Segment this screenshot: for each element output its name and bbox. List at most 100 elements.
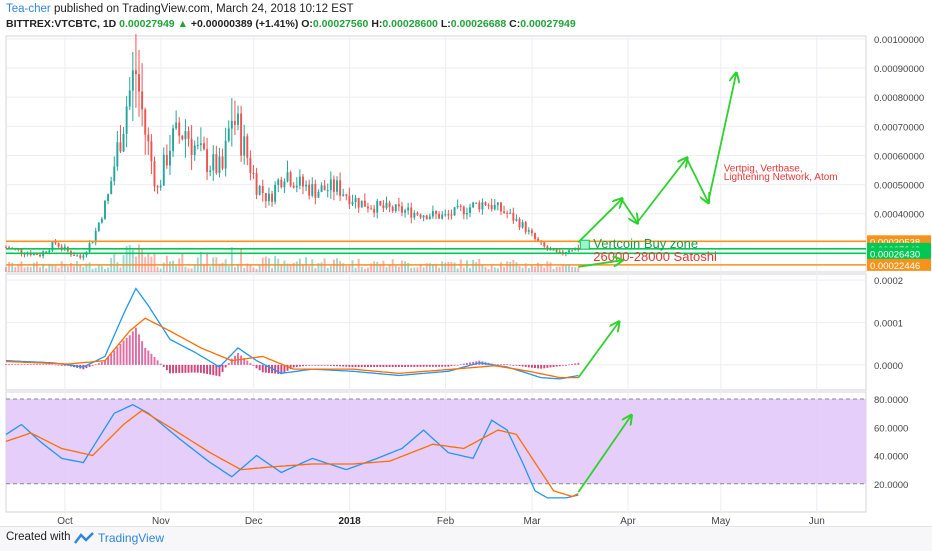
macd-hist-bar (444, 364, 447, 367)
candle-body (450, 214, 453, 216)
volume-bar (496, 268, 499, 272)
volume-bar (165, 255, 168, 272)
candle-body (153, 161, 156, 187)
volume-bar (252, 267, 255, 272)
volume-bar (153, 253, 156, 272)
volume-bar (462, 267, 465, 272)
volume-bar (568, 264, 570, 272)
close-value: 0.00027949 (520, 18, 576, 30)
candle-body (509, 212, 512, 214)
macd-hist-bar (227, 362, 230, 365)
macd-hist-bar (521, 364, 524, 367)
macd-hist-bar (518, 364, 521, 367)
volume-bar (376, 261, 379, 272)
candle-body (404, 210, 407, 213)
macd-hist-bar (419, 364, 422, 367)
volume-bar (70, 263, 72, 272)
volume-bar (292, 262, 295, 272)
macd-hist-bar (506, 364, 509, 365)
candle-body (388, 202, 391, 207)
macd-hist-bar (385, 364, 388, 368)
candle-body (39, 254, 41, 257)
macd-hist-bar (354, 364, 357, 368)
volume-bar (45, 268, 48, 272)
volume-bar (147, 253, 150, 272)
macd-tick-label: 0.0002 (874, 276, 903, 287)
candle-body (8, 247, 11, 249)
volume-bar (512, 259, 515, 272)
symbol-line: BITTREX:VTCBTC, 1D 0.00027949 ▲ +0.00000… (6, 18, 576, 30)
candle-body (555, 249, 558, 252)
candle-body (261, 185, 264, 194)
candle-body (503, 211, 506, 213)
candle-body (32, 253, 35, 256)
volume-bar (574, 267, 577, 272)
candle-body (29, 253, 32, 256)
pane-frame-2 (5, 273, 867, 391)
volume-bar (193, 264, 196, 272)
macd-hist-bar (128, 335, 131, 365)
macd-hist-bar (571, 363, 574, 365)
candle-body (63, 246, 66, 249)
candle-body (280, 179, 283, 188)
macd-hist-bar (317, 364, 320, 366)
volume-bar (66, 266, 69, 272)
volume-bar (141, 249, 144, 272)
price-tick-label: 0.00090000 (874, 64, 924, 75)
volume-bar (162, 262, 165, 272)
macd-hist-bar (512, 364, 515, 366)
candle-body (91, 242, 94, 244)
candle-body (428, 216, 431, 220)
macd-hist-bar (524, 364, 527, 367)
candle-body (515, 218, 518, 221)
candle-body (459, 205, 462, 207)
chart-canvas[interactable]: 0.00100000 0.00090000 0.00080000 0.00070000… (0, 34, 932, 526)
candle-body (264, 193, 267, 202)
volume-bar (286, 263, 289, 272)
volume-bar (363, 268, 366, 272)
candle-body (382, 205, 385, 209)
volume-bar (515, 262, 518, 272)
candle-body (57, 243, 60, 247)
stoch-tick-label: 40.0000 (874, 452, 908, 463)
candle-body (422, 215, 425, 218)
candle-body (431, 211, 434, 217)
publish-line: Tea-cher published on TradingView.com, M… (6, 3, 354, 15)
candle-body (206, 149, 209, 172)
volume-bar (14, 267, 17, 272)
author-link[interactable]: Tea-cher (6, 3, 51, 15)
volume-bar (131, 249, 134, 272)
candle-body (326, 190, 329, 192)
volume-bar (5, 267, 7, 272)
macd-hist-bar (224, 364, 227, 368)
macd-hist-bar (29, 364, 32, 365)
candle-body (45, 251, 48, 253)
macd-hist-bar (509, 364, 512, 366)
volume-bar (543, 267, 546, 272)
macd-hist-bar (134, 327, 137, 365)
tradingview-brand-link[interactable]: TradingView (98, 531, 165, 545)
candle-body (184, 131, 187, 140)
macd-hist-bar (104, 360, 106, 365)
macd-hist-bar (339, 364, 342, 367)
volume-bar (540, 265, 543, 272)
volume-bar (54, 265, 57, 272)
volume-bar (444, 262, 447, 272)
candles (5, 34, 580, 261)
macd-hist-bar (465, 363, 468, 365)
candle-body (100, 218, 103, 223)
macd-hist-bar (543, 364, 546, 369)
macd-hist-bar (329, 364, 332, 366)
candle-body (478, 202, 481, 210)
candle-body (144, 109, 147, 135)
volume-bar (503, 267, 506, 272)
macd-hist-bar (472, 361, 475, 365)
volume-bar (100, 266, 103, 272)
volume-bar (8, 261, 11, 272)
volume-bar (17, 265, 20, 272)
candle-body (410, 207, 413, 218)
candle-body (481, 202, 484, 210)
macd-hist-bar (546, 364, 549, 368)
candle-body (113, 166, 116, 182)
macd-hist-bar (366, 364, 369, 368)
